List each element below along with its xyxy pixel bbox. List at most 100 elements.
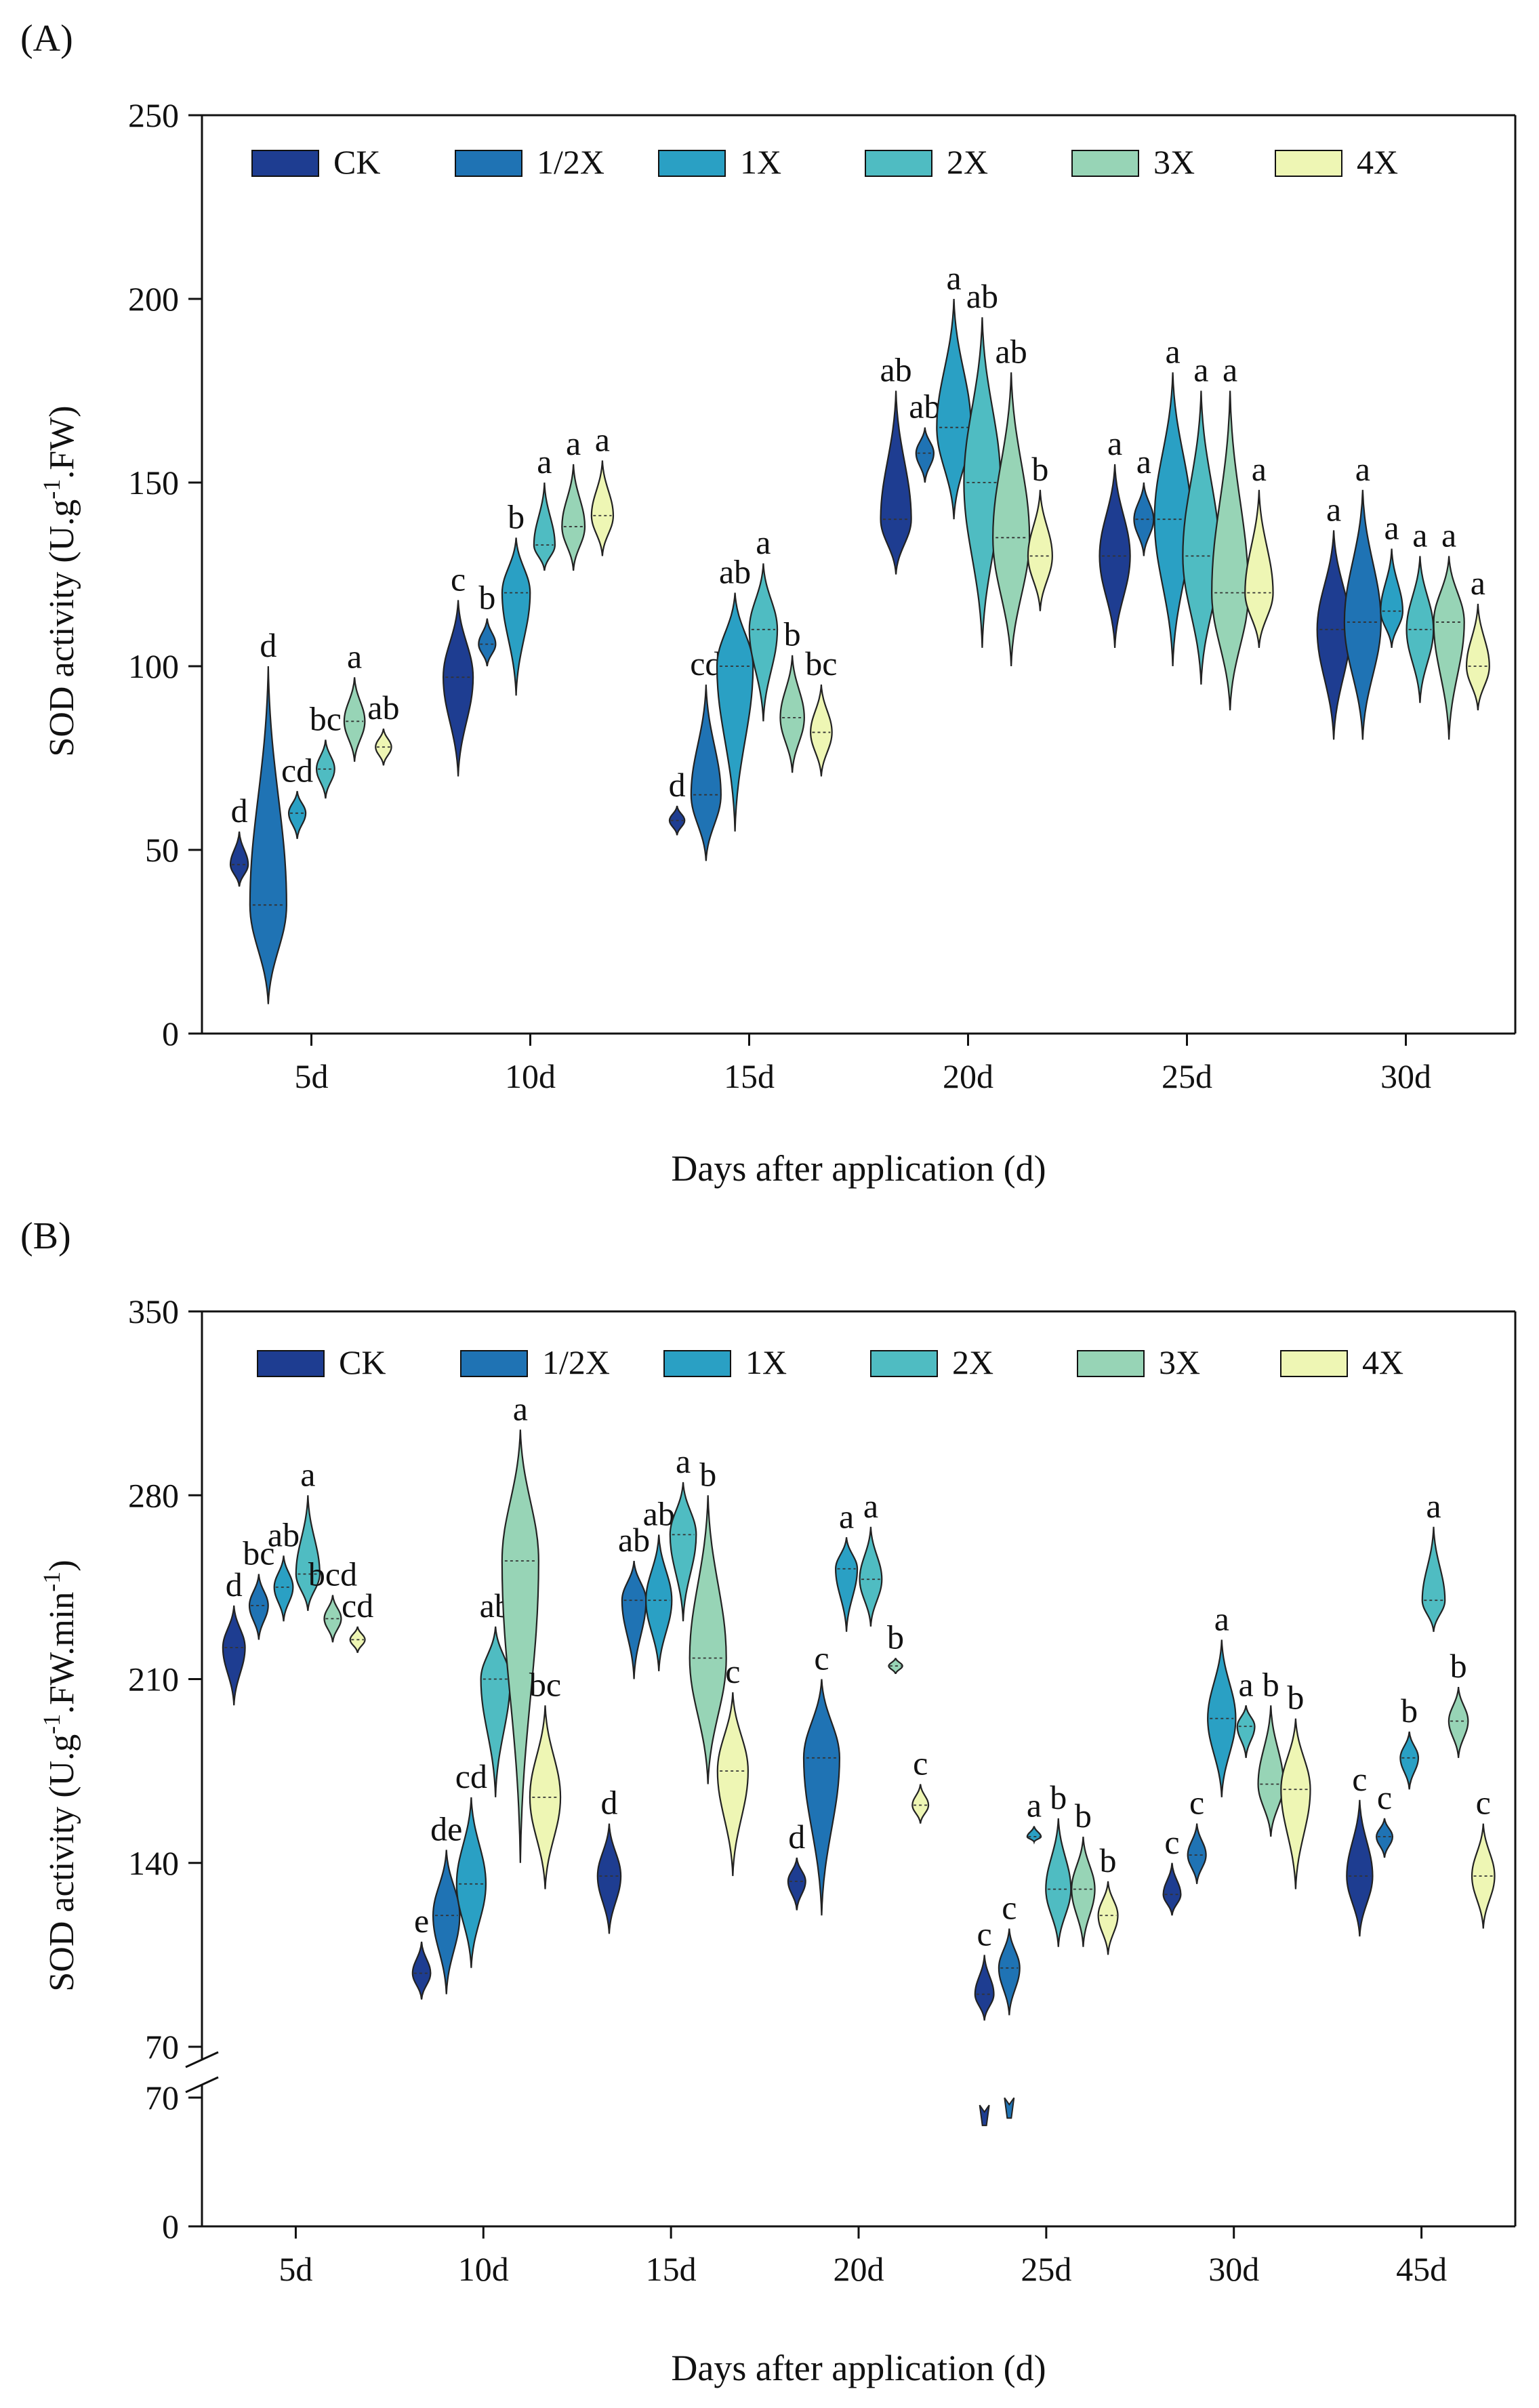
significance-letter-4X-20d: c bbox=[913, 1744, 928, 1782]
significance-letter-2X-45d: a bbox=[1426, 1487, 1441, 1525]
significance-letter-2X-15d: a bbox=[756, 523, 771, 561]
violin-3X-25d bbox=[1211, 390, 1250, 711]
significance-letter-3X-25d: a bbox=[1223, 351, 1237, 389]
legend-swatch-1 bbox=[460, 1350, 528, 1377]
panel-b: (B) 70 140 210 280 350 0 70 CK 1/2X 1X 2X 3X 4X 5d 10d 1… bbox=[20, 1215, 1517, 2388]
violin-4X-25d bbox=[1097, 1881, 1119, 1955]
violin-1/2X-10d bbox=[478, 618, 497, 667]
violin-1/2X-30d bbox=[1187, 1823, 1207, 1884]
violin-4X-30d bbox=[1280, 1718, 1311, 1890]
y-axis-title-a: SOD activity (U.g-1.FW) bbox=[38, 405, 81, 756]
lower-violin-tail-1 bbox=[1004, 2097, 1015, 2119]
violin-3X-10d bbox=[501, 1429, 539, 1863]
legend-label-4: 3X bbox=[1153, 143, 1195, 181]
significance-letter-3X-30d: b bbox=[1263, 1665, 1279, 1703]
significance-letter-CK-25d: a bbox=[1107, 424, 1122, 462]
panel-a: (A) 0 50 100 150 200 250 CK 1/2X 1X 2X 3X 4X 5d 10d 15d… bbox=[20, 18, 1517, 1189]
significance-letter-1/2X-30d: c bbox=[1189, 1784, 1204, 1822]
axis-break-mark-upper bbox=[185, 2051, 219, 2068]
legend-swatch-0 bbox=[251, 150, 319, 177]
significance-letter-CK-20d: d bbox=[788, 1818, 805, 1856]
significance-letter-4X-30d: a bbox=[1471, 564, 1485, 602]
legend-label-0: CK bbox=[339, 1343, 386, 1381]
significance-letter-CK-5d: d bbox=[226, 1566, 243, 1604]
x-tick-label-2: 15d bbox=[724, 1057, 775, 1095]
y-tick-label-a-4: 200 bbox=[128, 280, 179, 318]
y-axis-title-a-sup: -1 bbox=[38, 479, 65, 499]
violin-2X-10d bbox=[533, 482, 556, 571]
legend-label-1: 1/2X bbox=[542, 1343, 610, 1381]
significance-letter-1/2X-5d: bc bbox=[243, 1534, 274, 1572]
y-tick-label-b-upper-2: 210 bbox=[128, 1660, 179, 1698]
y-tick-label-a-0: 0 bbox=[162, 1015, 179, 1053]
significance-letter-3X-25d: b bbox=[1075, 1797, 1092, 1835]
legend-swatch-3 bbox=[865, 150, 932, 177]
violin-CK-15d bbox=[596, 1823, 622, 1934]
legend-swatch-5 bbox=[1275, 150, 1342, 177]
significance-letter-1/2X-45d: c bbox=[1377, 1778, 1392, 1816]
violin-1/2X-10d bbox=[432, 1850, 461, 1995]
legend-label-3: 2X bbox=[947, 143, 988, 181]
x-tick-label-4: 25d bbox=[1021, 2250, 1071, 2288]
significance-letter-3X-15d: b bbox=[699, 1455, 716, 1493]
significance-letter-1/2X-25d: a bbox=[1136, 443, 1151, 481]
violin-1X-15d bbox=[645, 1534, 673, 1671]
legend-label-5: 4X bbox=[1362, 1343, 1403, 1381]
panel-label-b: (B) bbox=[20, 1215, 71, 1257]
y-tick-label-b-upper-3: 280 bbox=[128, 1476, 179, 1514]
violin-2X-20d bbox=[859, 1526, 883, 1627]
significance-letter-4X-20d: b bbox=[1031, 450, 1048, 488]
violin-CK-10d bbox=[411, 1941, 432, 2000]
violin-1X-30d bbox=[1380, 548, 1404, 648]
violin-2X-30d bbox=[1236, 1705, 1256, 1758]
y-axis-title-b-tail: .FW.min bbox=[43, 1592, 81, 1714]
violin-1X-15d bbox=[716, 592, 754, 832]
legend-label-5: 4X bbox=[1357, 143, 1398, 181]
legend-label-2: 1X bbox=[745, 1343, 787, 1381]
violin-1/2X-25d bbox=[998, 1928, 1021, 2016]
violin-2X-25d bbox=[1182, 390, 1220, 685]
significance-letter-3X-20d: ab bbox=[996, 332, 1027, 370]
violin-1/2X-15d bbox=[621, 1561, 647, 1679]
y-tick-label-a-5: 250 bbox=[128, 96, 179, 134]
significance-letter-3X-45d: b bbox=[1450, 1647, 1467, 1685]
significance-letter-1X-15d: ab bbox=[719, 553, 751, 591]
violin-2X-20d bbox=[963, 317, 1002, 648]
violin-4X-15d bbox=[810, 685, 833, 777]
significance-letter-4X-10d: bc bbox=[529, 1665, 561, 1703]
significance-letter-1X-5d: cd bbox=[281, 751, 313, 789]
violin-4X-45d bbox=[1471, 1823, 1496, 1929]
violin-1X-25d bbox=[1026, 1826, 1042, 1845]
significance-letter-1X-30d: a bbox=[1214, 1599, 1229, 1637]
violin-CK-5d bbox=[222, 1605, 246, 1706]
violin-3X-45d bbox=[1448, 1687, 1469, 1758]
violin-3X-10d bbox=[561, 464, 586, 571]
significance-letter-4X-15d: c bbox=[725, 1652, 740, 1690]
significance-letter-3X-20d: b bbox=[887, 1618, 904, 1656]
x-tick-label-0: 5d bbox=[295, 1057, 329, 1095]
significance-letter-4X-30d: b bbox=[1287, 1679, 1304, 1717]
significance-letter-3X-10d: a bbox=[566, 424, 581, 462]
y-tick-label-a-1: 50 bbox=[145, 831, 179, 869]
y-tick-label-a-3: 150 bbox=[128, 464, 179, 502]
significance-letter-4X-45d: c bbox=[1476, 1784, 1491, 1822]
x-tick-label-5: 30d bbox=[1380, 1057, 1431, 1095]
significance-letter-2X-5d: a bbox=[300, 1455, 315, 1493]
x-tick-label-4: 25d bbox=[1162, 1057, 1212, 1095]
x-tick-label-6: 45d bbox=[1396, 2250, 1447, 2288]
significance-letter-3X-15d: b bbox=[784, 615, 801, 653]
significance-letter-2X-20d: ab bbox=[966, 277, 998, 315]
significance-letter-4X-15d: bc bbox=[805, 645, 837, 682]
legend-swatch-2 bbox=[663, 1350, 731, 1377]
violin-2X-45d bbox=[1421, 1526, 1446, 1632]
significance-letter-1X-20d: a bbox=[946, 259, 961, 297]
x-axis-title-a: Days after application (d) bbox=[671, 1148, 1046, 1189]
y-axis-title-b-sup: -1 bbox=[38, 1714, 65, 1734]
violin-1X-5d bbox=[273, 1555, 294, 1622]
significance-letter-2X-20d: a bbox=[863, 1487, 878, 1525]
violin-3X-20d bbox=[992, 372, 1031, 667]
significance-letter-1/2X-20d: c bbox=[814, 1639, 829, 1677]
significance-letter-2X-30d: a bbox=[1239, 1665, 1254, 1703]
violin-CK-30d bbox=[1162, 1862, 1182, 1916]
